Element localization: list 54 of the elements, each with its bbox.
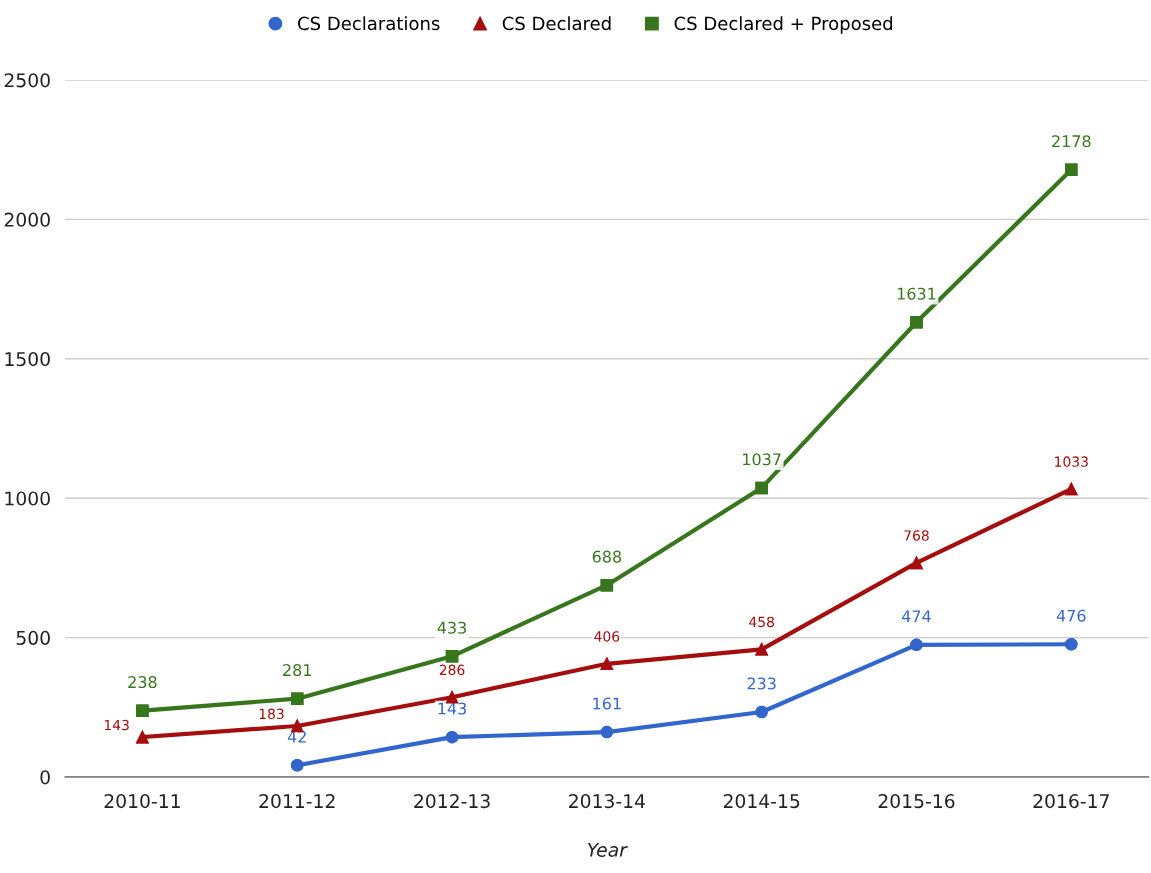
data-label: 406: [594, 631, 620, 642]
y-tick-label: 1000: [5, 491, 50, 506]
data-label: 1033: [1055, 456, 1088, 467]
x-tick-label: 2013-14: [569, 794, 645, 809]
x-tick-label: 2012-13: [414, 794, 490, 809]
data-label: 474: [902, 610, 931, 623]
data-label: 143: [438, 702, 466, 715]
x-axis-title: Year: [587, 842, 628, 857]
data-label: 183: [259, 708, 284, 720]
x-tick-label: 2015-16: [878, 794, 955, 809]
y-tick-label: 2500: [4, 73, 50, 88]
x-tick-label: 2010-11: [104, 794, 180, 809]
point: [755, 705, 768, 719]
legend-label: CS Declared: [502, 16, 611, 31]
point: [1065, 163, 1078, 177]
data-label: 1631: [897, 287, 936, 300]
data-label: 1037: [743, 453, 781, 466]
data-label: 476: [1056, 609, 1086, 622]
data-label: 233: [747, 677, 776, 690]
point: [910, 556, 923, 570]
point: [1065, 482, 1078, 496]
y-tick-label: 500: [16, 630, 50, 645]
data-label: 458: [749, 616, 774, 628]
point: [290, 692, 304, 705]
data-label: 768: [904, 530, 929, 541]
x-tick-label: 2016-17: [1033, 794, 1109, 809]
legend-label: CS Declared + Proposed: [674, 16, 893, 34]
data-label: 281: [283, 664, 311, 677]
data-label: 433: [437, 621, 466, 634]
data-label: 2178: [1052, 135, 1091, 148]
point: [755, 481, 768, 495]
point: [136, 704, 149, 717]
legend-label: CS Declarations: [298, 16, 440, 31]
point: [600, 578, 614, 592]
point: [600, 725, 614, 739]
y-tick-label: 0: [40, 770, 50, 785]
point: [445, 650, 459, 663]
data-label: 238: [128, 676, 157, 689]
point: [910, 638, 923, 652]
data-label: 143: [104, 719, 129, 731]
point: [290, 759, 304, 772]
point: [445, 730, 459, 744]
x-tick-label: 2011-12: [259, 794, 335, 809]
point: [600, 657, 614, 671]
data-label: 286: [439, 664, 465, 676]
point: [755, 643, 768, 656]
x-tick-label: 2014-15: [723, 794, 800, 809]
point: [910, 316, 923, 329]
point: [136, 730, 149, 744]
y-tick-label: 2000: [4, 212, 50, 227]
y-tick-label: 1500: [5, 352, 50, 367]
data-label: 161: [593, 697, 621, 710]
data-label: 688: [592, 550, 621, 563]
point: [1065, 638, 1078, 651]
